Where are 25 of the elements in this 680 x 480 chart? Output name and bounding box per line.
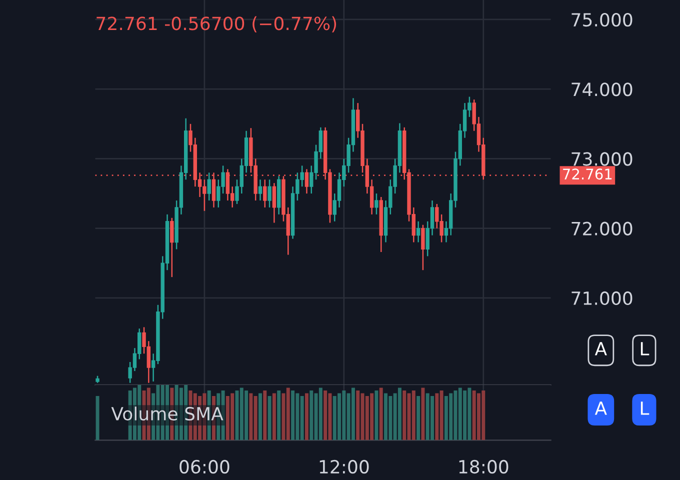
- y-tick-label: 72.000: [572, 222, 632, 236]
- text: 72.761 -0.56700 (−0.77%): [96, 16, 336, 32]
- candlestick: [207, 172, 211, 202]
- candlestick: [263, 178, 267, 208]
- y-tick-label: 74.000: [572, 82, 632, 96]
- x-tick-label: 18:00: [459, 460, 508, 474]
- candlestick: [374, 192, 378, 216]
- y-tick-label: 71.000: [572, 291, 632, 306]
- ref-line-label: 72.761: [563, 168, 612, 180]
- text: L: [640, 402, 650, 415]
- text: A: [594, 402, 607, 415]
- y-tick-label: 75.000: [572, 12, 632, 27]
- x-tick-label: 06:00: [180, 460, 230, 474]
- candlestick: [170, 217, 174, 278]
- x-tick-label: 12:00: [320, 460, 369, 474]
- annotation: Volume SMA: [111, 406, 224, 421]
- text: L: [640, 342, 650, 356]
- candlestick: [421, 224, 425, 271]
- candlestick: [304, 168, 309, 194]
- text: A: [594, 342, 607, 356]
- candlestick: [268, 178, 272, 208]
- candlestick: [258, 178, 262, 202]
- candlestick: [416, 220, 420, 243]
- candlestick: [272, 182, 276, 224]
- y-tick-label: 73.000: [572, 152, 632, 166]
